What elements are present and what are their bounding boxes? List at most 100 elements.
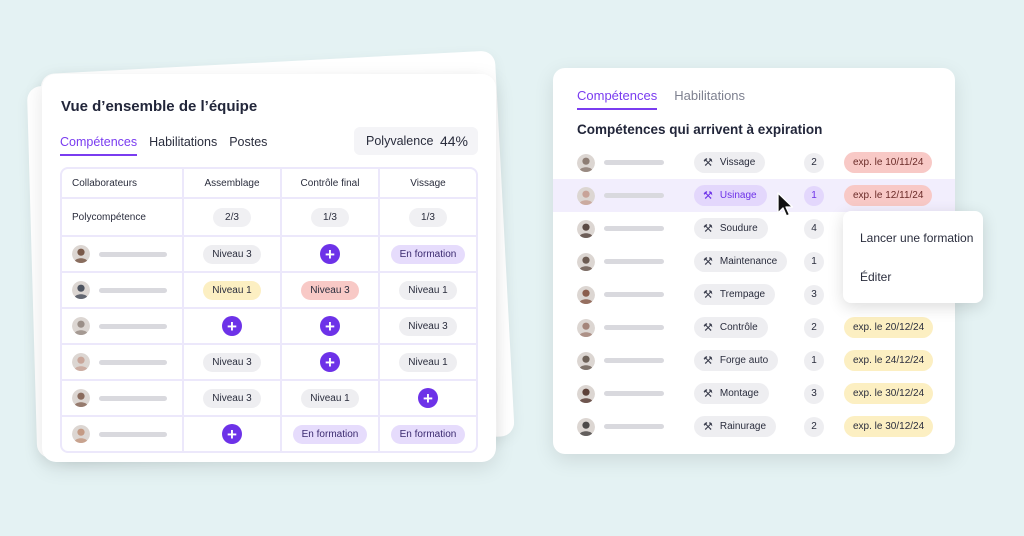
collaborator-cell (62, 273, 182, 307)
polycompetence-cell: 1/3 (378, 199, 476, 235)
list-item[interactable]: ⚒ Rainurage 2 exp. le 30/12/24 (553, 410, 955, 443)
skill-name: Usinage (719, 190, 757, 201)
avatar (72, 317, 90, 335)
list-item[interactable]: ⚒ Montage 3 exp. le 30/12/24 (553, 377, 955, 410)
skill-level-badge[interactable]: Niveau 3 (399, 316, 457, 336)
skill-cell: + (378, 381, 476, 415)
tab-competences-right[interactable]: Compétences (577, 88, 658, 110)
skill-cell: En formation (378, 237, 476, 271)
table-row: + En formation En formation (62, 415, 476, 451)
add-skill-button[interactable]: + (320, 244, 340, 264)
collaborator-cell (62, 381, 182, 415)
tools-icon: ⚒ (703, 256, 713, 268)
list-item[interactable]: ⚒ Contrôle 2 exp. le 20/12/24 (553, 311, 955, 344)
polycompetence-value: 1/3 (409, 207, 447, 227)
collaborator-name-placeholder (99, 359, 167, 365)
column-header-assemblage: Assemblage (182, 169, 280, 197)
collaborator-cell (62, 309, 182, 343)
skill-name: Montage (719, 388, 759, 399)
expiry-badge: exp. le 30/12/24 (844, 383, 934, 404)
skill-level-count: 3 (804, 383, 824, 404)
skill-level-count: 1 (804, 251, 824, 272)
menu-item-lancer-formation[interactable]: Lancer une formation (860, 231, 974, 245)
add-skill-button[interactable]: + (222, 316, 242, 336)
skill-badge: ⚒ Contrôle (694, 317, 768, 338)
avatar (577, 186, 595, 205)
skill-cell: Niveau 1 (182, 273, 280, 307)
skill-cell: + (280, 345, 378, 379)
list-item[interactable]: ⚒ Usinage 1 exp. le 12/11/24 (553, 179, 955, 212)
table-row: Niveau 3 + En formation (62, 235, 476, 271)
tools-icon: ⚒ (703, 355, 713, 367)
list-item[interactable]: ⚒ Vissage 2 exp. le 10/11/24 (553, 146, 955, 179)
tab-postes[interactable]: Postes (229, 134, 268, 149)
skill-badge: ⚒ Usinage (694, 185, 767, 206)
tools-icon: ⚒ (703, 223, 713, 235)
skill-badge: ⚒ Forge auto (694, 350, 779, 371)
skill-level-badge[interactable]: En formation (292, 424, 368, 444)
skills-matrix: Collaborateurs Assemblage Contrôle final… (60, 167, 478, 453)
skill-badge: ⚒ Rainurage (694, 416, 777, 437)
skill-level-badge[interactable]: Niveau 1 (301, 388, 359, 408)
skill-level-badge[interactable]: Niveau 1 (399, 352, 457, 372)
skill-name: Vissage (719, 157, 756, 168)
list-item[interactable]: ⚒ Maintenance 1 (553, 245, 955, 278)
skill-cell: Niveau 1 (280, 381, 378, 415)
avatar (577, 219, 595, 238)
avatar (72, 389, 90, 407)
add-skill-button[interactable]: + (320, 352, 340, 372)
skill-level-count: 2 (804, 416, 824, 437)
expiring-skills-list: ⚒ Vissage 2 exp. le 10/11/24 ⚒ Usinage 1 exp. l… (553, 146, 955, 443)
skill-level-count: 4 (804, 218, 824, 239)
skill-level-badge[interactable]: Niveau 1 (203, 280, 261, 300)
skill-level-count: 2 (804, 317, 824, 338)
collaborator-name-placeholder (99, 251, 167, 257)
skill-level-badge[interactable]: Niveau 3 (203, 244, 261, 264)
add-skill-button[interactable]: + (418, 388, 438, 408)
skill-level-badge[interactable]: En formation (390, 244, 466, 264)
mouse-pointer-icon (777, 192, 794, 217)
column-header-collaborateurs: Collaborateurs (72, 177, 138, 189)
add-skill-button[interactable]: + (320, 316, 340, 336)
skill-cell: Niveau 3 (182, 345, 280, 379)
skill-cell: Niveau 3 (280, 273, 378, 307)
polycompetence-value: 1/3 (311, 207, 349, 227)
skill-cell: + (280, 237, 378, 271)
avatar (577, 351, 595, 370)
collaborator-name-placeholder (604, 160, 664, 165)
expiring-skills-title: Compétences qui arrivent à expiration (577, 122, 823, 137)
team-overview-tabs: Compétences Habilitations Postes Polyval… (60, 127, 478, 159)
skill-badge: ⚒ Vissage (694, 152, 766, 173)
skill-level-badge[interactable]: Niveau 1 (399, 280, 457, 300)
expiry-badge: exp. le 30/12/24 (844, 416, 934, 437)
avatar (72, 245, 90, 263)
polyvalence-indicator: Polyvalence 44% (354, 127, 478, 155)
tab-habilitations-right[interactable]: Habilitations (674, 88, 746, 103)
expiry-badge: exp. le 20/12/24 (844, 317, 934, 338)
skill-level-badge[interactable]: En formation (390, 424, 466, 444)
skill-name: Forge auto (719, 355, 769, 366)
add-skill-button[interactable]: + (222, 424, 242, 444)
skill-cell: + (182, 417, 280, 451)
expiry-badge: exp. le 24/12/24 (844, 350, 934, 371)
skill-level-badge[interactable]: Niveau 3 (203, 388, 261, 408)
menu-item-editer[interactable]: Éditer (860, 270, 892, 284)
tab-competences[interactable]: Compétences (60, 135, 138, 156)
polyvalence-label: Polyvalence (366, 134, 434, 148)
avatar (72, 353, 90, 371)
collaborator-name-placeholder (99, 395, 167, 401)
tools-icon: ⚒ (703, 190, 713, 202)
list-item[interactable]: ⚒ Trempage 3 (553, 278, 955, 311)
collaborator-cell (62, 345, 182, 379)
collaborator-name-placeholder (99, 431, 167, 437)
tab-habilitations[interactable]: Habilitations (149, 134, 218, 149)
skill-level-badge[interactable]: Niveau 3 (301, 280, 359, 300)
skill-badge: ⚒ Maintenance (694, 251, 788, 272)
list-item[interactable]: ⚒ Forge auto 1 exp. le 24/12/24 (553, 344, 955, 377)
list-item[interactable]: ⚒ Soudure 4 (553, 212, 955, 245)
column-header-controle-final: Contrôle final (280, 169, 378, 197)
skill-level-badge[interactable]: Niveau 3 (203, 352, 261, 372)
expiring-skills-tabs: Compétences Habilitations (577, 88, 762, 110)
table-row: Niveau 3 + Niveau 1 (62, 343, 476, 379)
tools-icon: ⚒ (703, 289, 713, 301)
